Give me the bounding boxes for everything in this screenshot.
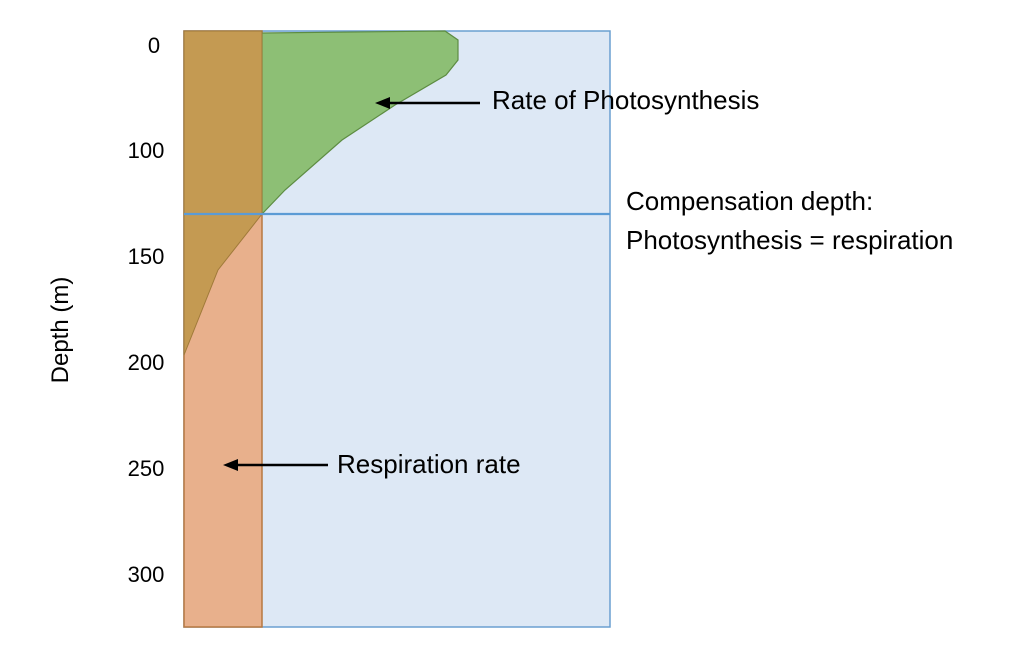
photosynthesis-region: [261, 30, 459, 216]
photosynthesis-label: Rate of Photosynthesis: [492, 85, 759, 115]
tick-250: 250: [128, 456, 165, 481]
photosynthesis-arrow: [375, 97, 480, 109]
respiration-label: Respiration rate: [337, 449, 521, 479]
tick-0: 0: [148, 33, 160, 58]
tick-200: 200: [128, 350, 165, 375]
compensation-equation-label: Photosynthesis = respiration: [626, 225, 953, 255]
tick-150: 150: [128, 244, 165, 269]
tick-300: 300: [128, 562, 165, 587]
tick-100: 100: [128, 138, 165, 163]
overlap-region: [183, 30, 263, 356]
depth-axis-label: Depth (m): [47, 277, 74, 384]
respiration-arrow: [223, 459, 328, 471]
compensation-depth-label: Compensation depth:: [626, 186, 873, 216]
